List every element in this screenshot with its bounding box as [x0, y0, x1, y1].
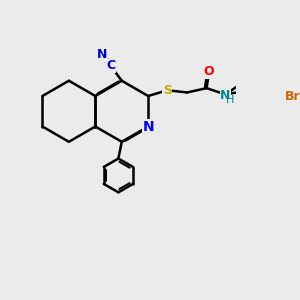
Text: Br: Br — [285, 90, 300, 103]
Text: O: O — [204, 65, 214, 78]
Text: H: H — [226, 94, 234, 105]
Text: N: N — [97, 48, 107, 61]
Text: C: C — [106, 59, 115, 72]
Text: N: N — [142, 119, 154, 134]
Text: N: N — [220, 89, 231, 102]
Text: S: S — [163, 84, 172, 97]
